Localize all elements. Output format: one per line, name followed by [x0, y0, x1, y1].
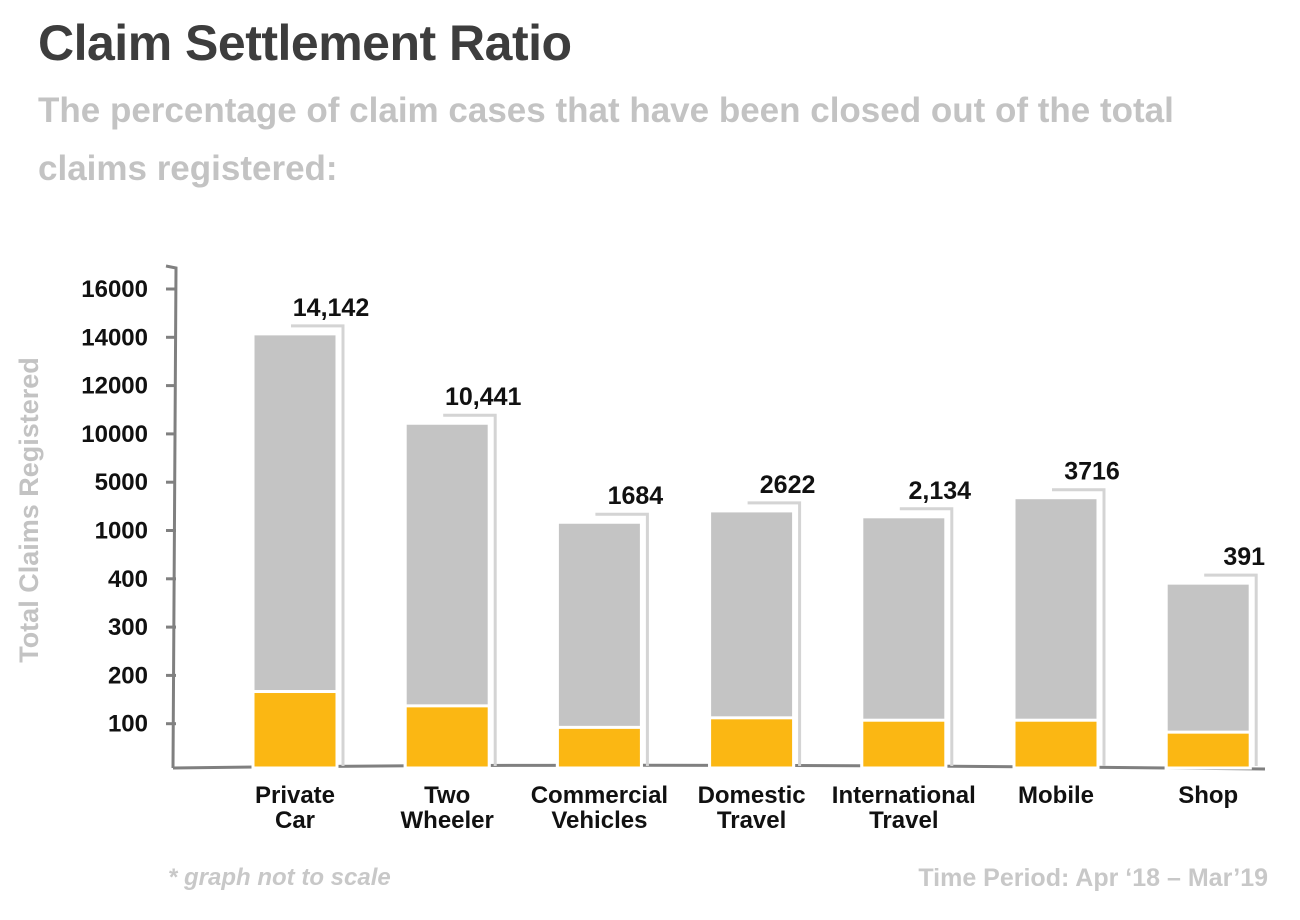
value-callout-line [443, 413, 497, 766]
y-tick-label: 5000 [95, 469, 148, 496]
value-callout-line [1052, 488, 1106, 766]
y-axis-label: Total Claims Registered [14, 357, 44, 663]
settled-claims-bar [251, 690, 339, 770]
bar-value-label: 2622 [760, 471, 816, 499]
bar-value-label: 391 [1223, 543, 1265, 571]
time-period: Time Period: Apr ‘18 – Mar’19 [918, 864, 1268, 892]
category-label: Car [275, 807, 315, 834]
y-axis [165, 264, 178, 769]
settled-claims-bar [708, 716, 796, 770]
y-tick-label: 10000 [81, 421, 148, 448]
value-callout-line [291, 324, 345, 766]
settled-claims-bar [1164, 730, 1252, 770]
chart-subtitle: The percentage of claim cases that have … [38, 91, 1174, 188]
value-callout-line [1204, 573, 1258, 766]
settled-claims-bar [555, 725, 643, 770]
scale-footnote: * graph not to scale [168, 864, 391, 891]
y-tick-label: 300 [108, 614, 148, 641]
category-label: Commercial [531, 782, 668, 809]
value-callout-line [899, 507, 954, 766]
chart-title: Claim Settlement Ratio [38, 15, 572, 71]
category-label: International [832, 782, 976, 809]
category-label: Domestic [698, 782, 806, 809]
bar-value-label: 10,441 [445, 383, 522, 411]
y-tick-label: 100 [108, 711, 148, 738]
category-label: Vehicles [551, 807, 647, 834]
settled-claims-bar [1012, 718, 1100, 770]
y-tick-label: 16000 [81, 276, 148, 303]
category-label: Mobile [1018, 782, 1094, 809]
y-tick-label: 1000 [95, 518, 148, 545]
y-tick-label: 12000 [81, 373, 148, 400]
bar-value-label: 14,142 [293, 294, 369, 322]
category-label: Wheeler [401, 807, 494, 834]
category-label: Two [424, 782, 470, 809]
category-label: Travel [717, 807, 786, 834]
bar-value-label: 3716 [1064, 458, 1120, 486]
y-tick-label: 14000 [81, 324, 148, 351]
y-tick-label: 200 [108, 662, 148, 689]
bar-value-label: 2,134 [909, 477, 972, 505]
value-callout-line [747, 501, 802, 766]
settled-claims-bar [860, 718, 948, 770]
bar-value-label: 1684 [608, 482, 664, 510]
value-callout-line [595, 512, 649, 766]
category-label: Private [255, 782, 335, 809]
category-label: Shop [1178, 782, 1238, 809]
category-label: Travel [869, 807, 938, 834]
settled-claims-bar [403, 704, 491, 770]
y-tick-label: 400 [108, 566, 148, 593]
